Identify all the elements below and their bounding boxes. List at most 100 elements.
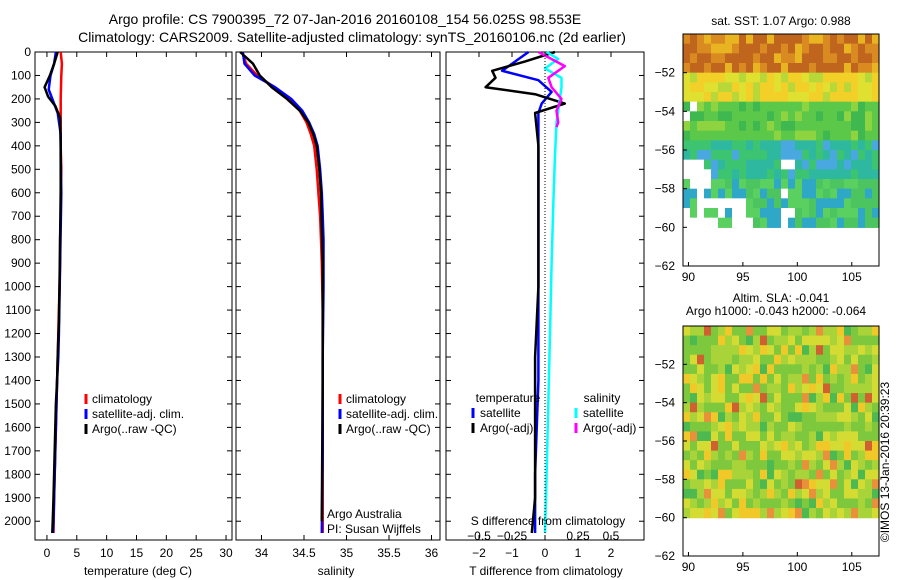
sla-map-cell [816,479,824,490]
sst-map-cell [830,208,838,219]
sla-map-cell [865,488,873,500]
sla-map-cell [739,412,747,423]
sst-map-cell [683,101,691,112]
sla-map-cell [802,450,810,461]
sla-map-cell [851,412,859,423]
sst-map-cell [837,63,845,74]
sla-map-cell [851,383,859,394]
sla-map-cell [809,441,817,452]
sst-map-cell [837,111,845,122]
sst-map-cell [809,63,817,74]
sst-map-cell [746,179,754,190]
sst-map-cell [704,72,712,83]
sla-map-cell [816,335,824,346]
sla-map-cell [767,335,775,346]
sst-map-cell [711,179,719,190]
sst-map-cell [739,217,747,228]
sst-map-cell [781,92,789,103]
sla-map-cell [753,412,761,423]
sla-map-cell [858,402,866,413]
sla-map-cell [830,373,838,385]
sst-map-cell [795,121,803,132]
sst-map-cell [844,34,852,45]
sla-map-cell [781,450,789,461]
sla-map-cell [683,326,691,337]
sst-map-cell [844,150,852,161]
sla-map-cell [739,431,747,442]
sla-map-cell [816,498,824,509]
sla-map-cell [732,335,740,346]
sla-map-cell [781,488,789,500]
sla-map-cell [858,421,866,433]
sst-map-cell [823,82,831,93]
sst-map-cell [816,198,824,209]
sst-map-cell [725,63,733,74]
sla-map-cell [718,364,726,375]
sla-map-cell [711,402,719,413]
sla-map-cell [844,488,852,500]
sla-map-cell [725,345,733,356]
sla-map-cell [746,393,754,404]
sst-map-cell [802,130,810,141]
sst-map-cell [858,140,866,151]
sla-map-cell [683,488,691,500]
sst-map-cell [795,101,803,112]
sla-map-cell [851,335,859,346]
sla-map-cell [809,508,817,519]
sst-map-cell [774,53,782,64]
sla-map-cell [781,335,789,346]
depth-tick-label: 1900 [4,491,31,505]
sst-map-cell [732,198,740,209]
sst-map-cell [872,53,880,64]
sst-map-cell [753,121,761,132]
sla-map-cell [851,469,859,480]
sla-map-cell [711,460,719,471]
sst-map-cell [851,140,859,151]
sla-map-cell [774,393,782,404]
sst-map-cell [683,150,691,161]
sst-map-cell [851,72,859,83]
sla-map-cell [697,345,705,356]
sst-map-cell [739,92,747,103]
temperature-xtick-label: 10 [100,546,114,560]
sst-map-cell [746,198,754,209]
sst-map-cell [816,111,824,122]
temperature-axes-box [34,51,233,541]
sst-map-cell [746,82,754,93]
sst-map-cell [697,43,705,54]
salinity-xtick-label: 35.5 [377,546,401,560]
sst-map-cell [739,150,747,161]
sla-map-cell [711,354,719,365]
sla-map-cell [746,450,754,461]
sla-map-cell [809,421,817,433]
sst-map-cell [865,140,873,151]
sla-map-cell [739,393,747,404]
sla-map-cell [697,441,705,452]
differences-xtick-label: 1 [575,546,582,560]
sst-map-cell [753,198,761,209]
sla-map-cell [809,469,817,480]
sla-map-cell [865,354,873,365]
sst-map-cell [851,92,859,103]
sla-map-cell [697,450,705,461]
sla-map-cell [809,383,817,394]
sst-map-cell [844,53,852,64]
sst-map-cell [697,169,705,180]
sla-map-cell [704,441,712,452]
sla-map-cell [781,354,789,365]
sst-map-cell [865,101,873,112]
sla-map-cell [718,335,726,346]
sla-map-cell [844,450,852,461]
sla-map-cell [795,508,803,519]
sla-map-cell [774,335,782,346]
sst-map-cell [732,72,740,83]
sla-map-cell [725,364,733,375]
sst-map-cell [739,101,747,112]
sst-map-cell [760,121,768,132]
sst-map-cell [711,121,719,132]
sst-map-cell [774,159,782,170]
sla-map-cell [753,393,761,404]
sst-map-cell [837,72,845,83]
sst-map-cell [683,72,691,83]
